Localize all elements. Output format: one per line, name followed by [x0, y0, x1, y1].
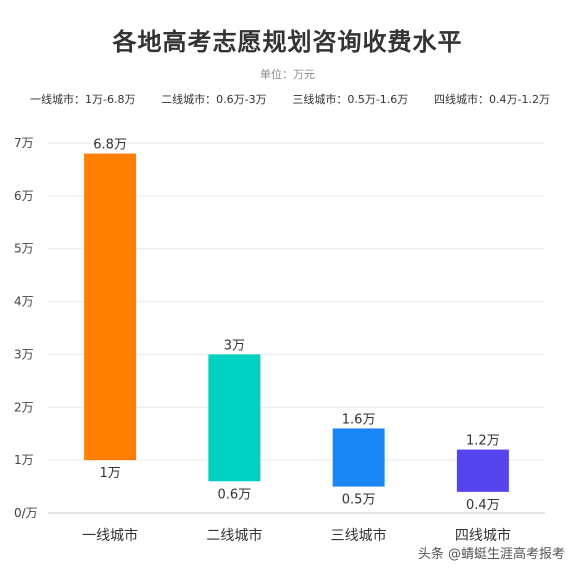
y-tick-label: 6万	[14, 189, 34, 203]
y-tick-label: 3万	[14, 347, 34, 361]
chart-subtitle: 单位：万元	[260, 68, 315, 81]
bar-high-label: 1.2万	[466, 434, 500, 449]
bar	[84, 153, 137, 461]
bar-high-label: 1.6万	[342, 412, 376, 427]
range-tier-4: 四线城市：0.4万-1.2万	[434, 93, 550, 106]
range-tier-2: 二线城市：0.6万-3万	[161, 93, 267, 106]
range-summary: 一线城市：1万-6.8万 二线城市：0.6万-3万 三线城市：0.5万-1.6万…	[30, 91, 550, 107]
bar-low-label: 0.5万	[342, 493, 376, 508]
x-tick-label: 二线城市	[206, 527, 262, 544]
y-tick-label: 4万	[14, 295, 34, 309]
y-tick-label: 7万	[14, 136, 34, 150]
y-tick-label: 1万	[14, 453, 34, 467]
watermark: 头条 @蜻蜓生涯高考报考	[417, 547, 565, 562]
bar	[456, 449, 509, 492]
bar	[332, 428, 385, 487]
range-tier-3: 三线城市：0.5万-1.6万	[292, 93, 409, 106]
bar-low-label: 1万	[99, 466, 120, 481]
chart-title: 各地高考志愿规划咨询收费水平	[112, 28, 463, 56]
y-tick-label: 2万	[14, 400, 34, 414]
range-tier-1: 一线城市：1万-6.8万	[30, 93, 136, 106]
x-tick-label: 三线城市	[331, 527, 387, 544]
bar-low-label: 0.6万	[218, 487, 252, 502]
y-tick-label: 0/万	[14, 506, 38, 520]
bar-low-label: 0.4万	[466, 498, 500, 513]
x-tick-label: 一线城市	[82, 527, 138, 544]
bar-high-label: 3万	[224, 338, 245, 353]
x-tick-label: 四线城市	[455, 527, 511, 544]
bar	[208, 354, 261, 482]
y-tick-label: 5万	[14, 242, 34, 256]
bar-high-label: 6.8万	[93, 138, 127, 153]
